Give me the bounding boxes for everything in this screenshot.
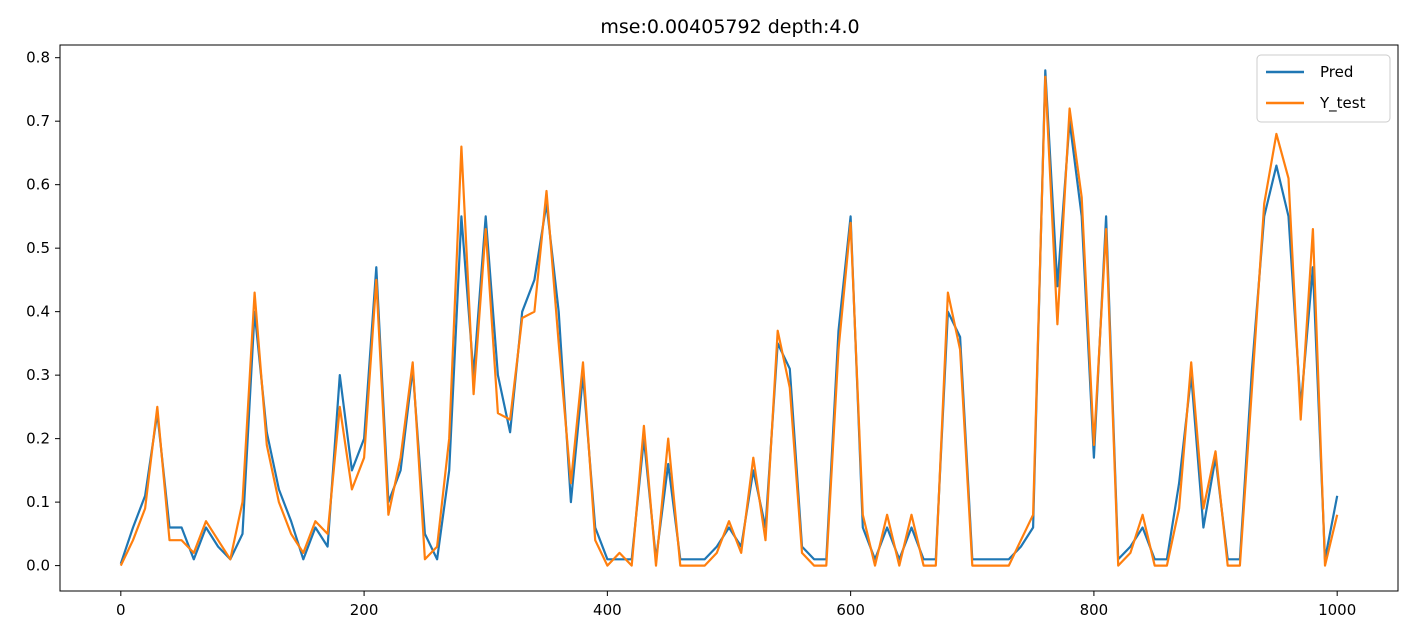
y-tick-label: 0.2 (26, 430, 50, 448)
legend-label-pred: Pred (1320, 63, 1353, 81)
y-tick-label: 0.5 (26, 239, 50, 257)
legend-label-ytest: Y_test (1319, 94, 1366, 113)
x-tick-label: 200 (350, 601, 379, 619)
series-line-y-test (119, 75, 1339, 567)
y-tick-label: 0.1 (26, 493, 50, 511)
legend: Pred Y_test (1256, 54, 1391, 123)
x-tick-label: 0 (116, 601, 126, 619)
series-line-pred (119, 69, 1339, 565)
y-tick-label: 0.0 (26, 557, 50, 575)
x-tick-label: 600 (836, 601, 865, 619)
y-axis: 0.0 0.1 0.2 0.3 0.4 0.5 0.6 0.7 0.8 (26, 49, 60, 575)
y-tick-label: 0.8 (26, 49, 50, 67)
y-tick-label: 0.6 (26, 176, 50, 194)
x-axis: 0 200 400 600 800 1000 (116, 591, 1356, 619)
x-tick-label: 1000 (1318, 601, 1356, 619)
y-tick-label: 0.3 (26, 366, 50, 384)
y-tick-label: 0.7 (26, 112, 50, 130)
x-tick-label: 400 (593, 601, 622, 619)
chart-title: mse:0.00405792 depth:4.0 (600, 16, 859, 38)
y-tick-label: 0.4 (26, 303, 50, 321)
series-layer (119, 69, 1339, 567)
x-tick-label: 800 (1080, 601, 1109, 619)
plot-frame (59, 44, 1399, 592)
